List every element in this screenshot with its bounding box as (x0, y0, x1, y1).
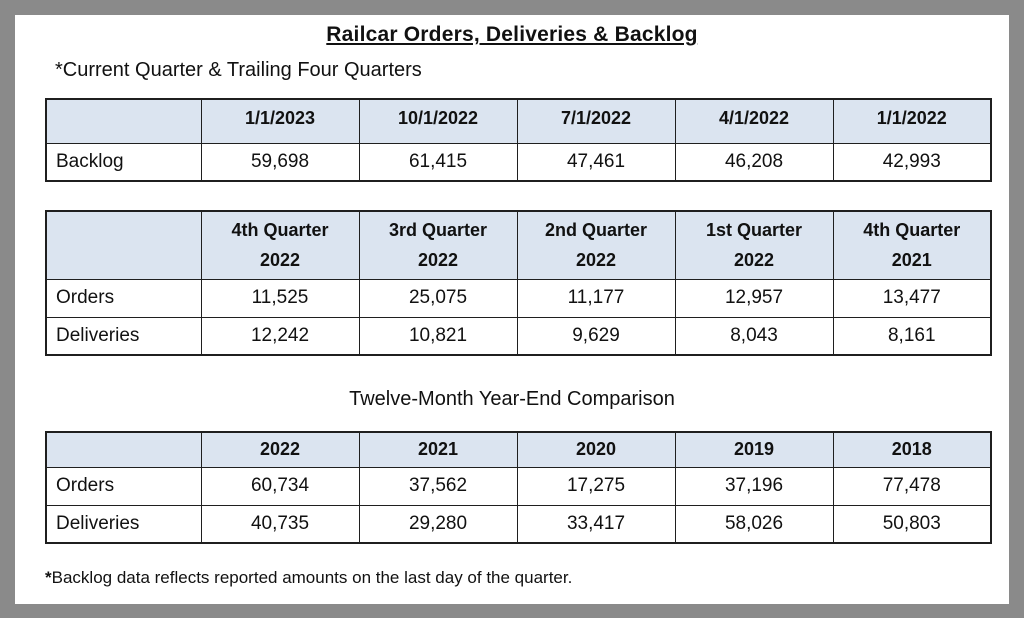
value-cell: 13,477 (832, 278, 992, 318)
subtitle-current-quarter: *Current Quarter & Trailing Four Quarter… (55, 59, 422, 81)
header-cell-date: 1/1/2023 (200, 98, 360, 144)
value-cell: 9,629 (516, 316, 676, 356)
footnote-asterisk: * (45, 568, 52, 587)
backlog-table: 1/1/2023 10/1/2022 7/1/2022 4/1/2022 1/1… (45, 98, 992, 182)
yearend-deliveries-row: Deliveries 40,735 29,280 33,417 58,026 5… (45, 504, 992, 544)
value-cell: 10,821 (358, 316, 518, 356)
header-cell-quarter: 4th Quarter 2021 (832, 210, 992, 280)
header-cell-year: 2020 (516, 431, 676, 468)
header-cell-quarter: 1st Quarter 2022 (674, 210, 834, 280)
backlog-footnote: *Backlog data reflects reported amounts … (45, 568, 1009, 588)
yearend-table: 2022 2021 2020 2019 2018 Orders 60,734 3… (45, 431, 992, 544)
yearend-orders-row: Orders 60,734 37,562 17,275 37,196 77,47… (45, 466, 992, 506)
value-cell: 11,177 (516, 278, 676, 318)
value-cell: 17,275 (516, 466, 676, 506)
header-cell-quarter: 3rd Quarter 2022 (358, 210, 518, 280)
row-label-orders: Orders (45, 466, 202, 506)
value-cell: 46,208 (674, 142, 834, 182)
yearend-header-row: 2022 2021 2020 2019 2018 (45, 431, 992, 468)
header-cell-date: 10/1/2022 (358, 98, 518, 144)
quarterly-table: 4th Quarter 2022 3rd Quarter 2022 2nd Quar… (45, 210, 992, 356)
value-cell: 47,461 (516, 142, 676, 182)
header-cell-year: 2018 (832, 431, 992, 468)
row-label-orders: Orders (45, 278, 202, 318)
value-cell: 29,280 (358, 504, 518, 544)
row-label-deliveries: Deliveries (45, 504, 202, 544)
row-label-backlog: Backlog (45, 142, 202, 182)
value-cell: 60,734 (200, 466, 360, 506)
footnote-text: Backlog data reflects reported amounts o… (51, 568, 573, 587)
header-cell-date: 1/1/2022 (832, 98, 992, 144)
backlog-data-row: Backlog 59,698 61,415 47,461 46,208 42,9… (45, 142, 992, 182)
quarterly-deliveries-row: Deliveries 12,242 10,821 9,629 8,043 8,1… (45, 316, 992, 356)
value-cell: 58,026 (674, 504, 834, 544)
header-cell-blank (45, 431, 202, 468)
value-cell: 12,957 (674, 278, 834, 318)
header-cell-year: 2021 (358, 431, 518, 468)
quarterly-header-row: 4th Quarter 2022 3rd Quarter 2022 2nd Quar… (45, 210, 992, 280)
page-title: Railcar Orders, Deliveries & Backlog (326, 23, 698, 46)
value-cell: 77,478 (832, 466, 992, 506)
value-cell: 8,161 (832, 316, 992, 356)
value-cell: 40,735 (200, 504, 360, 544)
value-cell: 42,993 (832, 142, 992, 182)
row-label-deliveries: Deliveries (45, 316, 202, 356)
header-cell-year: 2022 (200, 431, 360, 468)
value-cell: 59,698 (200, 142, 360, 182)
document-page: Railcar Orders, Deliveries & Backlog *Cu… (15, 15, 1009, 604)
value-cell: 12,242 (200, 316, 360, 356)
backlog-header-row: 1/1/2023 10/1/2022 7/1/2022 4/1/2022 1/1… (45, 98, 992, 144)
header-cell-blank (45, 210, 202, 280)
header-cell-year: 2019 (674, 431, 834, 468)
value-cell: 37,562 (358, 466, 518, 506)
header-cell-blank (45, 98, 202, 144)
value-cell: 25,075 (358, 278, 518, 318)
value-cell: 11,525 (200, 278, 360, 318)
header-cell-date: 7/1/2022 (516, 98, 676, 144)
value-cell: 61,415 (358, 142, 518, 182)
value-cell: 37,196 (674, 466, 834, 506)
value-cell: 33,417 (516, 504, 676, 544)
section-heading-year-end: Twelve-Month Year-End Comparison (349, 388, 675, 410)
header-cell-date: 4/1/2022 (674, 98, 834, 144)
value-cell: 8,043 (674, 316, 834, 356)
header-cell-quarter: 2nd Quarter 2022 (516, 210, 676, 280)
value-cell: 50,803 (832, 504, 992, 544)
quarterly-orders-row: Orders 11,525 25,075 11,177 12,957 13,47… (45, 278, 992, 318)
header-cell-quarter: 4th Quarter 2022 (200, 210, 360, 280)
